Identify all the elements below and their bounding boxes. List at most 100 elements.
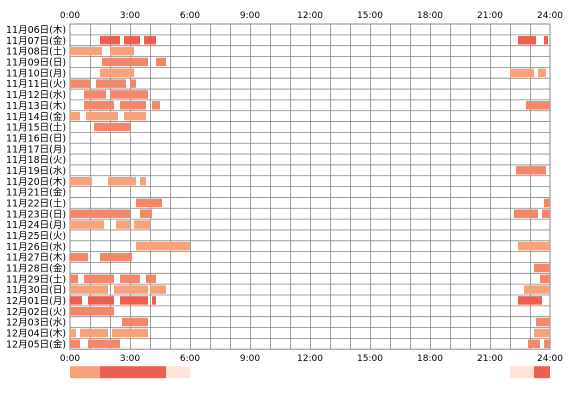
row-label: 12月01日(月) (6, 296, 66, 307)
activity-bar (80, 328, 108, 338)
activity-bar (70, 46, 102, 56)
activity-bar (150, 285, 166, 294)
activity-bar (528, 339, 540, 348)
activity-bar (120, 101, 146, 110)
activity-bar (100, 36, 120, 45)
x-tick-label: 15:00 (357, 11, 383, 21)
activity-bar (136, 198, 162, 208)
activity-bar (152, 296, 156, 305)
x-tick-label: 0:00 (60, 11, 80, 21)
row-label: 11月23日(日) (6, 209, 66, 220)
activity-bar (538, 68, 546, 77)
row-label: 12月02日(火) (6, 307, 66, 318)
activity-bar (70, 220, 104, 229)
activity-bar (140, 209, 152, 218)
summary-bar (70, 366, 550, 379)
row-label: 11月13日(木) (6, 100, 66, 112)
activity-bar (518, 242, 550, 251)
activity-bar (524, 285, 550, 294)
x-tick-label: 6:00 (180, 354, 200, 364)
row-label: 11月28日(金) (6, 263, 66, 275)
row-label: 11月25日(火) (6, 231, 66, 242)
row-label: 11月19日(水) (6, 165, 66, 177)
x-tick-label: 24:00 (537, 11, 563, 21)
row-label: 11月30日(日) (6, 285, 66, 296)
activity-bar (130, 79, 136, 88)
activity-bar (540, 274, 550, 283)
activity-bar (536, 317, 550, 327)
activity-bar (534, 263, 550, 273)
x-tick-label: 18:00 (417, 11, 443, 21)
activity-bar (516, 166, 546, 175)
x-tick-label: 9:00 (240, 11, 260, 21)
activity-bar (110, 46, 134, 56)
activity-bar (108, 176, 136, 186)
row-label: 11月21日(金) (6, 187, 66, 199)
activity-bar (156, 57, 166, 67)
activity-bar (112, 328, 148, 338)
row-label: 12月05日(金) (6, 338, 66, 350)
activity-bar (544, 36, 548, 45)
activity-bar (70, 111, 80, 121)
row-label: 12月04日(木) (6, 328, 66, 340)
activity-bar (544, 198, 550, 208)
activity-bar (70, 79, 90, 88)
x-tick-label: 6:00 (180, 11, 200, 21)
activity-bar (70, 307, 114, 316)
activity-bar (152, 101, 160, 110)
activity-bar (136, 242, 190, 251)
row-label: 11月06日(木) (6, 24, 66, 36)
activity-bar (100, 68, 134, 77)
activity-bar (544, 339, 550, 348)
activity-bar (84, 101, 114, 110)
activity-bar (110, 90, 148, 99)
activity-bar (70, 176, 92, 186)
grid (69, 23, 551, 350)
x-tick-label: 12:00 (297, 354, 323, 364)
activity-bar (510, 68, 534, 77)
activity-bar (122, 317, 148, 327)
activity-bar (526, 101, 550, 110)
x-tick-label: 9:00 (240, 354, 260, 364)
row-label: 11月22日(土) (6, 197, 66, 209)
activity-bar (96, 79, 126, 88)
x-tick-label: 12:00 (297, 11, 323, 21)
summary-gradient-bar (70, 366, 550, 379)
activity-bar (86, 111, 118, 121)
activity-bar (140, 176, 146, 186)
activity-bar (518, 296, 542, 305)
activity-bar (84, 90, 106, 99)
activity-bar (146, 274, 156, 283)
activity-bar (70, 285, 108, 294)
activity-bar (84, 274, 114, 283)
row-labels: 11月06日(木)11月07日(金)11月08日(土)11月09日(日)11月1… (6, 24, 66, 350)
row-label: 12月03日(水) (6, 317, 66, 329)
activity-bar (514, 209, 538, 218)
row-label: 11月26日(水) (6, 241, 66, 253)
activity-bar (120, 274, 140, 283)
activity-bar (144, 36, 156, 45)
x-tick-label: 21:00 (477, 11, 503, 21)
row-label: 11月17日(月) (6, 144, 66, 155)
x-tick-label: 3:00 (120, 11, 140, 21)
activity-bar (102, 57, 148, 67)
x-tick-label: 0:00 (60, 354, 80, 364)
activity-bar (124, 111, 146, 121)
activity-bar (518, 36, 536, 45)
activity-bar (124, 36, 140, 45)
row-label: 11月07日(金) (6, 35, 66, 47)
activity-bar (70, 339, 80, 348)
activity-bar (94, 122, 130, 132)
activity-bar (88, 339, 120, 348)
x-tick-labels-bottom: 0:00 3:00 6:00 9:00 12:00 15:00 18:00 21:00 24:0… (60, 354, 563, 364)
activity-bar (116, 220, 130, 229)
row-label: 11月12日(水) (6, 89, 66, 101)
row-label: 11月14日(金) (6, 111, 66, 123)
row-label: 11月11日(火) (6, 79, 66, 90)
activity-bar (120, 296, 148, 305)
activity-bar (134, 220, 150, 229)
activity-bar (70, 209, 130, 218)
row-label: 11月16日(日) (6, 133, 66, 144)
activity-bar (70, 252, 88, 262)
